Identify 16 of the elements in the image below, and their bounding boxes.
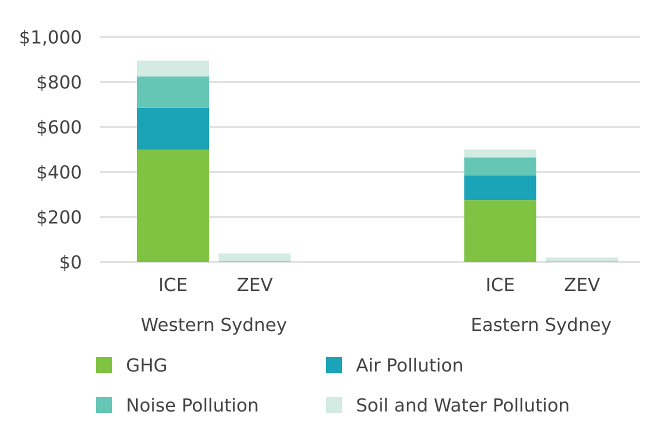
y-tick-label: $1,000 [19,27,82,48]
text: Eastern Sydney [470,315,612,336]
x-tick-label: ICE [158,275,188,296]
legend-label: Noise Pollution [126,395,259,416]
y-tick-label: $200 [36,207,82,228]
legend-label: Air Pollution [356,355,464,376]
y-tick-label: $0 [59,252,82,274]
x-tick-label: ZEV [236,275,274,296]
x-tick-label: ZEV [564,275,601,296]
y-tick-label: $600 [36,117,82,138]
y-tick-label: $800 [36,72,82,94]
y-tick-label: $400 [36,162,82,184]
x-tick-label: ICE [486,275,515,296]
legend-label: Soil and Water Pollution [356,395,570,416]
legend-label: GHG [126,355,168,376]
text: Western Sydney [140,315,288,336]
